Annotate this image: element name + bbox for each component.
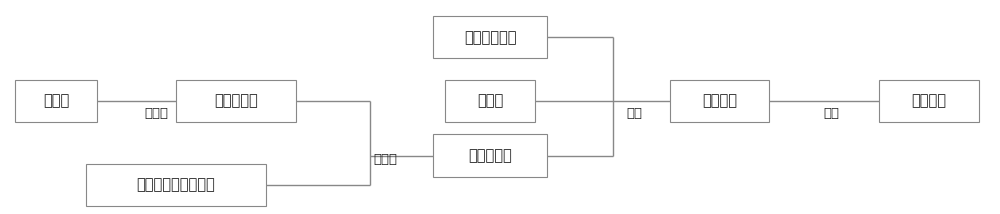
FancyBboxPatch shape bbox=[433, 16, 547, 58]
Text: 预混合: 预混合 bbox=[373, 153, 397, 166]
Text: 钨或钼基金属: 钨或钼基金属 bbox=[464, 30, 516, 45]
FancyBboxPatch shape bbox=[445, 80, 535, 122]
FancyBboxPatch shape bbox=[15, 80, 97, 122]
Text: 预混合粉体: 预混合粉体 bbox=[468, 148, 512, 163]
Text: 燃料芯块: 燃料芯块 bbox=[911, 93, 946, 108]
Text: 大粒径二氧化铀微球: 大粒径二氧化铀微球 bbox=[137, 178, 215, 193]
Text: 粘结剂: 粘结剂 bbox=[477, 93, 503, 108]
Text: 预处理: 预处理 bbox=[144, 107, 168, 120]
Text: 混合: 混合 bbox=[627, 107, 643, 120]
FancyBboxPatch shape bbox=[879, 80, 979, 122]
FancyBboxPatch shape bbox=[86, 164, 266, 206]
FancyBboxPatch shape bbox=[670, 80, 769, 122]
FancyBboxPatch shape bbox=[433, 134, 547, 177]
Text: 粘结剂溶液: 粘结剂溶液 bbox=[214, 93, 258, 108]
Text: 烧结: 烧结 bbox=[823, 107, 839, 120]
Text: 粘结剂: 粘结剂 bbox=[43, 93, 69, 108]
FancyBboxPatch shape bbox=[176, 80, 296, 122]
Text: 混合粉体: 混合粉体 bbox=[702, 93, 737, 108]
